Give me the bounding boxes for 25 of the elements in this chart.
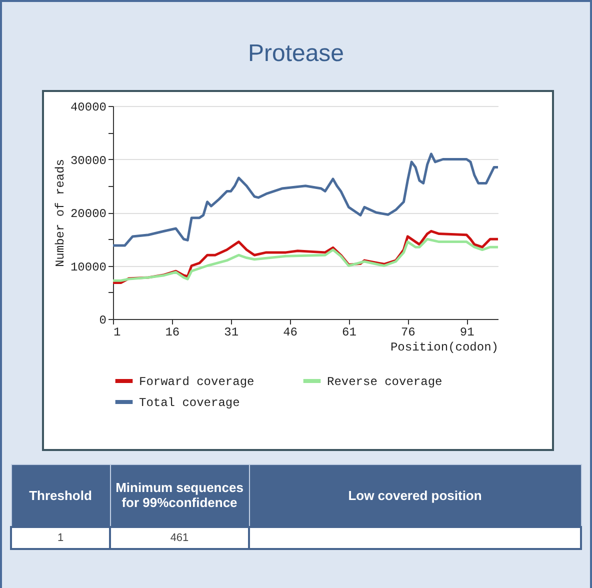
y-tick-label: 40000 (70, 100, 106, 114)
chart-title: Protease (246, 40, 346, 69)
x-tick-label: 46 (283, 326, 298, 340)
line-series (112, 238, 500, 282)
legend-label: Total coverage (139, 396, 240, 410)
text: Threshold (11, 464, 110, 526)
x-tick-label: 91 (460, 326, 474, 340)
legend-label: Reverse coverage (327, 375, 442, 389)
line-series (112, 152, 500, 247)
text: Low covered position (249, 464, 581, 526)
y-axis-title: Number of reads (53, 158, 68, 268)
x-tick-label: 1 (114, 326, 121, 340)
y-tick-label: 30000 (70, 154, 106, 168)
x-tick-label: 31 (224, 326, 239, 340)
legend-label: Forward coverage (139, 375, 254, 389)
x-tick-label: 61 (342, 326, 356, 340)
y-tick-label: 20000 (70, 207, 106, 221)
text: Minimum sequences for 99%confidence (110, 464, 249, 526)
text: 1 (11, 526, 110, 548)
x-tick-label: 76 (400, 326, 416, 340)
y-tick-label: 10000 (70, 260, 106, 274)
text: 461 (110, 526, 249, 548)
x-axis-title: Position(codon) (390, 340, 498, 354)
x-tick-label: 16 (165, 326, 180, 340)
y-tick-label: 0 (99, 314, 106, 328)
